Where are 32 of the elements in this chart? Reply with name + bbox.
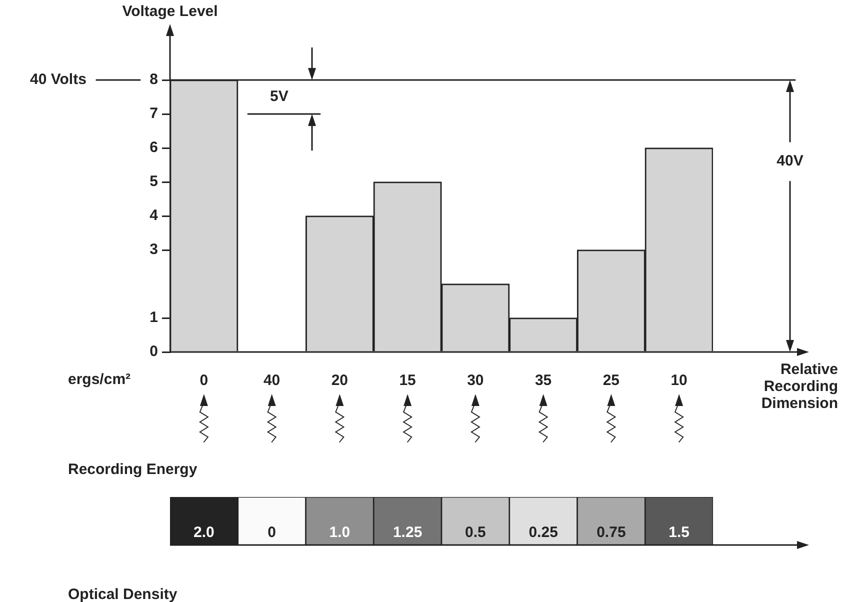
data-label: 2.0 (194, 524, 214, 542)
x-tick-label: 30 (467, 372, 484, 390)
y-tick-label: 4 (150, 207, 159, 224)
data-label: 0 (268, 524, 276, 542)
data-label: 1.5 (668, 524, 690, 542)
y-tick-label: 5 (150, 173, 158, 190)
data-label: 0.5 (465, 524, 486, 542)
y-tick-label: 6 (150, 139, 158, 156)
x-tick-label: 10 (670, 372, 688, 390)
x-tick-label: 40 (263, 372, 280, 390)
y-tick-label: 1 (150, 309, 158, 326)
y-tick-label: 8 (150, 71, 158, 88)
annotation: 5V (270, 88, 288, 106)
data-label: 0.75 (596, 524, 626, 542)
x-tick-label: 20 (331, 372, 348, 390)
x-tick-label: 15 (399, 372, 416, 390)
text: Recording Energy (68, 461, 198, 478)
x-tick-label: 0 (200, 372, 208, 390)
data-label: 0.25 (528, 524, 558, 542)
text: ergs/cm² (68, 371, 131, 388)
data-label: 1.25 (392, 524, 422, 542)
y-tick-label: 7 (150, 105, 158, 122)
y-axis-title: Voltage Level (122, 3, 218, 20)
text: 40V (776, 152, 804, 170)
x-axis-title: Optical Density (68, 586, 178, 602)
x-tick-label: 35 (534, 372, 552, 390)
y-tick-label: 3 (150, 241, 158, 258)
x-axis-title: Relative Recording Dimension (761, 361, 838, 412)
x-tick-label: 25 (602, 372, 620, 390)
data-label: 1.0 (329, 524, 350, 542)
y-tick-label: 0 (150, 343, 158, 360)
text: 40 Volts (30, 71, 86, 88)
